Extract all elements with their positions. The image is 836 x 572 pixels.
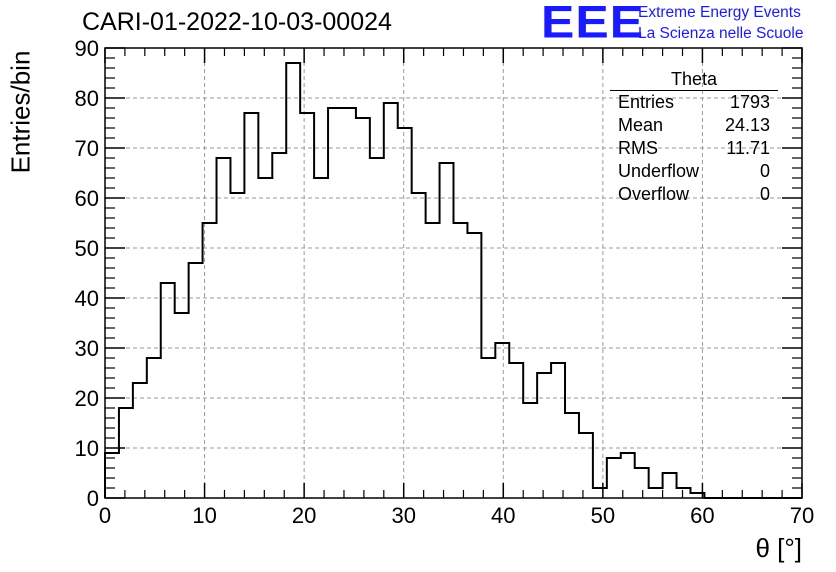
stats-label: Overflow [618,184,690,204]
x-tick-label: 70 [790,503,814,528]
eee-logo: EEE [541,0,645,48]
y-tick-label: 0 [87,486,99,511]
stats-value: 0 [759,161,770,181]
x-tick-label: 30 [391,503,415,528]
stats-row-mean: Mean 24.13 [610,114,778,137]
y-tick-label: 70 [75,136,99,161]
y-tick-label: 30 [75,336,99,361]
y-tick-label: 60 [75,186,99,211]
stats-value: 1793 [729,92,770,112]
x-tick-label: 10 [192,503,216,528]
plot-frame [104,47,803,499]
stats-title: Theta [610,68,778,91]
y-tick-label: 80 [75,86,99,111]
grid-lines [105,48,802,498]
y-tick-label: 50 [75,236,99,261]
x-tick-label: 20 [292,503,316,528]
x-tick-label: 50 [591,503,615,528]
x-tick-label: 0 [99,503,111,528]
stats-row-entries: Entries 1793 [610,91,778,114]
stats-row-overflow: Overflow 0 [610,183,778,206]
stats-value: 11.71 [726,138,770,158]
y-tick-label: 90 [75,36,99,61]
stats-label: RMS [618,138,658,158]
stats-box: Theta Entries 1793 Mean 24.13 RMS 11.71 … [610,68,778,206]
y-axis-label: Entries/bin [5,50,36,174]
stats-value: 24.13 [724,115,770,135]
stats-value: 0 [759,184,770,204]
histogram-line [104,62,802,499]
stats-row-underflow: Underflow 0 [610,160,778,183]
x-tick-label: 40 [491,503,515,528]
y-tick-label: 10 [75,436,99,461]
stats-label: Mean [618,115,664,135]
x-tick-labels: 0 10 20 30 40 50 60 70 [99,503,814,528]
y-tick-labels: 0 10 20 30 40 50 60 70 80 90 [75,36,99,511]
brand-line-2: La Scienza nelle Scuole [638,25,804,42]
stats-row-rms: RMS 11.71 [610,137,778,160]
y-tick-label: 20 [75,386,99,411]
stats-label: Entries [618,92,675,112]
chart-title: CARI-01-2022-10-03-00024 [82,8,392,36]
stats-label: Underflow [618,161,700,181]
x-tick-label: 60 [690,503,714,528]
x-axis-label: θ [°] [755,533,802,563]
brand-line-1: Extreme Energy Events [638,4,801,21]
axis-ticks [104,47,803,499]
y-tick-label: 40 [75,286,99,311]
